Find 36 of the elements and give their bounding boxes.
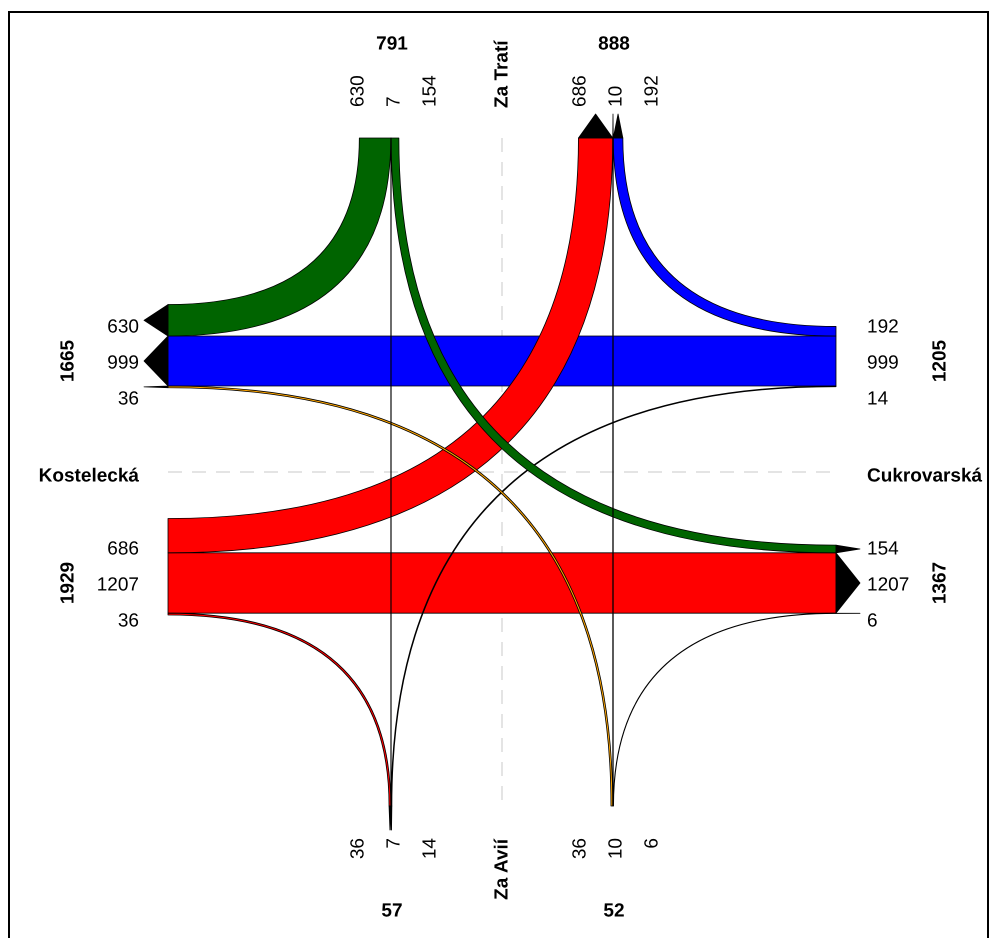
data-label: 36 <box>118 610 139 632</box>
data-label: 10 <box>606 86 626 107</box>
data-label: 686 <box>570 75 590 107</box>
data-label: 630 <box>107 316 139 338</box>
data-label: 999 <box>867 352 899 374</box>
data-label: 7 <box>384 96 404 107</box>
text: 52 <box>603 900 625 922</box>
data-label: 686 <box>107 538 139 560</box>
category-label: Kostelecká <box>38 466 140 486</box>
data-label: 192 <box>867 316 899 338</box>
data-label: 14 <box>867 388 889 410</box>
data-label: 192 <box>642 75 662 107</box>
text: 791 <box>376 34 408 54</box>
text: 1929 <box>58 562 78 604</box>
data-label: 7 <box>384 838 404 849</box>
data-label: 6 <box>867 610 878 632</box>
data-label: 36 <box>348 838 368 860</box>
data-label: 154 <box>867 538 900 560</box>
data-label: 6 <box>642 838 662 849</box>
category-label: Za Avií <box>492 838 512 900</box>
text: 57 <box>381 900 403 922</box>
data-label: 1207 <box>96 574 139 596</box>
text: 1367 <box>930 562 950 604</box>
data-label: 14 <box>420 838 440 860</box>
text: 1665 <box>58 340 78 382</box>
data-label: 1207 <box>867 574 910 596</box>
data-label: 36 <box>570 838 590 860</box>
category-label: Za Tratí <box>492 40 512 108</box>
text: 1205 <box>930 340 950 382</box>
data-label: 10 <box>606 838 626 860</box>
text: 888 <box>598 34 630 54</box>
category-label: Cukrovarská <box>867 466 983 486</box>
data-label: 630 <box>348 75 368 107</box>
data-label: 999 <box>107 352 139 374</box>
data-label: 154 <box>420 74 440 107</box>
data-label: 36 <box>118 388 139 410</box>
